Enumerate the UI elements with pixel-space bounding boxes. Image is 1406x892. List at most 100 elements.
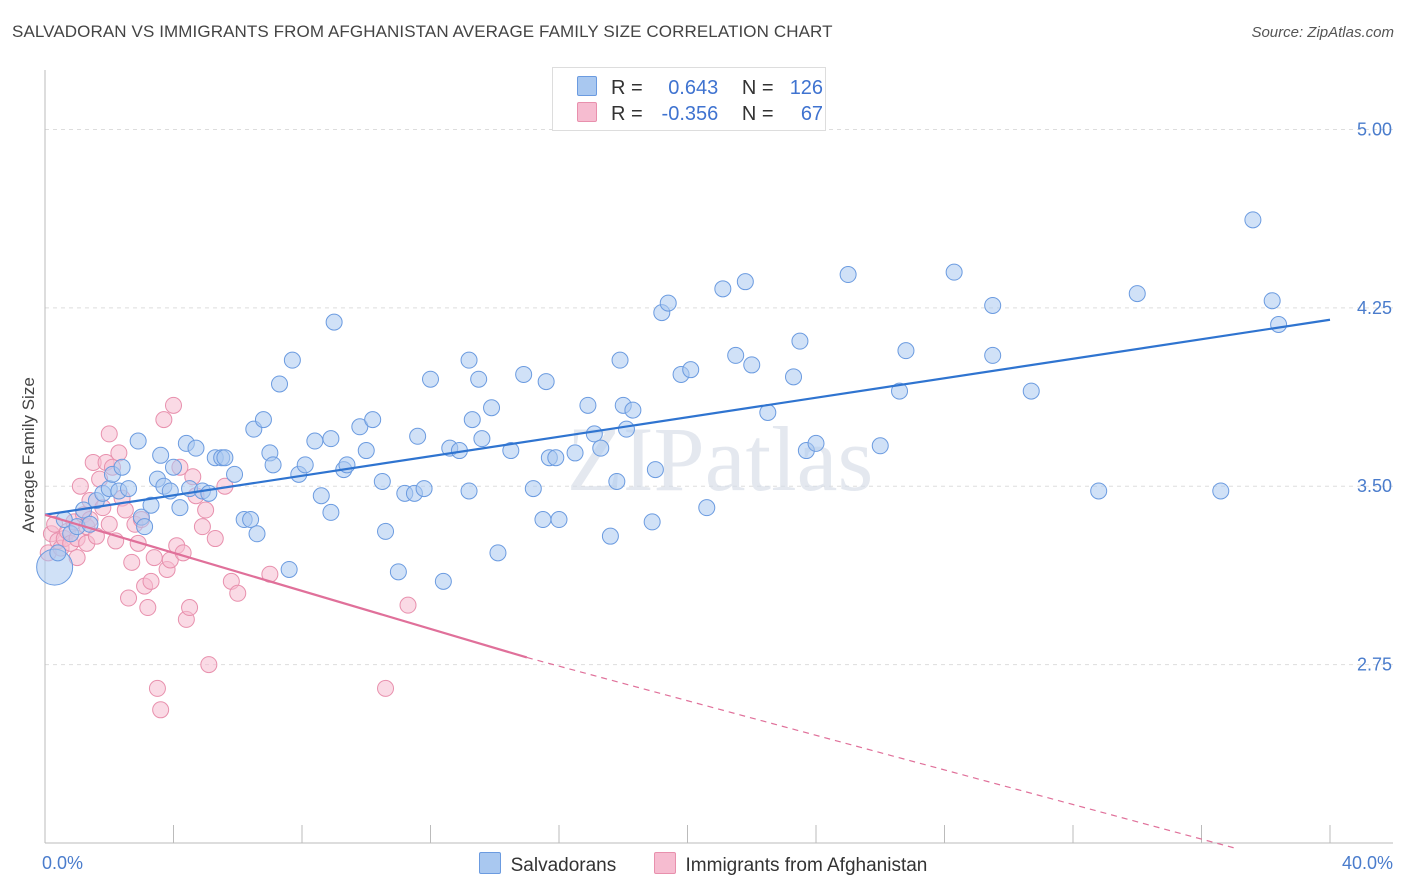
data-point xyxy=(229,584,247,602)
data-point xyxy=(743,356,761,374)
data-point xyxy=(357,442,375,460)
y-tick-label: 4.25 xyxy=(1357,298,1392,318)
data-point xyxy=(1244,211,1262,229)
data-point xyxy=(611,351,629,369)
x-tick-label: 0.0% xyxy=(42,853,83,873)
y-tick-label: 5.00 xyxy=(1357,119,1392,139)
data-point xyxy=(460,482,478,500)
data-point xyxy=(566,444,584,462)
data-point xyxy=(502,442,520,460)
series-legend: Salvadorans Immigrants from Afghanistan xyxy=(0,852,1406,877)
legend-item-afghanistan[interactable]: Immigrants from Afghanistan xyxy=(653,852,928,877)
data-point xyxy=(601,527,619,545)
data-point xyxy=(377,679,395,697)
y-tick-label: 3.50 xyxy=(1357,476,1392,496)
data-point xyxy=(373,472,391,490)
data-point xyxy=(460,351,478,369)
data-point xyxy=(473,430,491,448)
correlation-legend: R = 0.643 N = 126 R = -0.356 N = 67 xyxy=(552,67,826,131)
data-point xyxy=(1263,292,1281,310)
data-point xyxy=(200,656,218,674)
data-point xyxy=(399,596,417,614)
data-point xyxy=(727,346,745,364)
r-value: 0.643 xyxy=(668,77,719,99)
r-label: R = xyxy=(611,103,643,125)
data-point xyxy=(226,465,244,483)
axes xyxy=(44,70,1393,844)
data-point xyxy=(434,572,452,590)
legend-swatch-pink xyxy=(577,102,597,122)
data-point xyxy=(165,396,182,414)
n-value: 126 xyxy=(789,77,824,99)
data-point xyxy=(200,484,218,502)
trend-lines xyxy=(44,318,1331,849)
data-point xyxy=(489,544,507,562)
data-point xyxy=(248,525,266,543)
data-point xyxy=(216,449,234,467)
data-point xyxy=(515,365,533,383)
data-point xyxy=(49,544,67,562)
data-point xyxy=(136,518,154,536)
data-point xyxy=(524,480,542,498)
data-point xyxy=(463,411,481,429)
r-value: -0.356 xyxy=(661,103,719,125)
trend-line-afghanistan xyxy=(44,513,528,659)
data-point xyxy=(145,549,163,567)
data-point xyxy=(155,411,173,429)
data-point xyxy=(152,446,170,464)
y-tick-label: 2.75 xyxy=(1357,655,1392,675)
data-point xyxy=(113,458,131,476)
data-point xyxy=(714,280,732,298)
data-point xyxy=(389,563,407,581)
data-point xyxy=(280,560,298,578)
data-point xyxy=(1090,482,1108,500)
data-point xyxy=(187,439,205,457)
data-point xyxy=(312,487,330,505)
data-point xyxy=(197,501,215,519)
data-point xyxy=(100,425,118,443)
data-point xyxy=(351,418,369,436)
trend-line-salvadorans xyxy=(44,318,1331,516)
data-point xyxy=(120,480,138,498)
tick-labels: 2.75 3.50 4.25 5.00 0.0% 40.0% xyxy=(42,119,1393,873)
gridlines xyxy=(45,128,1393,666)
data-point xyxy=(142,572,160,590)
data-point xyxy=(264,456,282,474)
chart-title: SALVADORAN VS IMMIGRANTS FROM AFGHANISTA… xyxy=(12,22,833,41)
data-point xyxy=(1212,482,1230,500)
data-point xyxy=(534,511,552,529)
data-point xyxy=(646,461,664,479)
legend-row-salvadorans: R = 0.643 N = 126 xyxy=(577,76,823,100)
legend-row-afghanistan: R = -0.356 N = 67 xyxy=(577,102,823,126)
watermark: ZIPatlas xyxy=(567,408,874,510)
data-point xyxy=(871,437,889,455)
data-point xyxy=(807,434,825,452)
data-point xyxy=(897,342,915,360)
legend-label: Salvadorans xyxy=(510,855,617,876)
legend-item-salvadorans[interactable]: Salvadorans xyxy=(478,852,617,877)
data-point xyxy=(271,375,289,393)
data-point xyxy=(537,373,555,391)
data-point xyxy=(422,370,439,388)
data-point xyxy=(1270,315,1288,333)
data-point xyxy=(129,432,147,450)
data-point xyxy=(120,589,138,607)
r-label: R = xyxy=(611,77,643,99)
n-value: 67 xyxy=(800,103,824,125)
data-point xyxy=(165,458,182,476)
data-point xyxy=(71,477,89,495)
data-point xyxy=(193,518,211,536)
data-point xyxy=(791,332,809,350)
legend-label: Immigrants from Afghanistan xyxy=(685,855,928,876)
data-point xyxy=(617,420,635,438)
data-point xyxy=(325,313,343,331)
data-point xyxy=(585,425,603,443)
data-point xyxy=(984,296,1002,314)
data-point xyxy=(206,530,224,548)
data-point xyxy=(592,439,610,457)
data-point xyxy=(945,263,963,281)
data-point xyxy=(415,480,433,498)
data-point xyxy=(139,599,157,617)
data-point xyxy=(682,361,700,379)
salvadoran-points xyxy=(36,211,1288,590)
